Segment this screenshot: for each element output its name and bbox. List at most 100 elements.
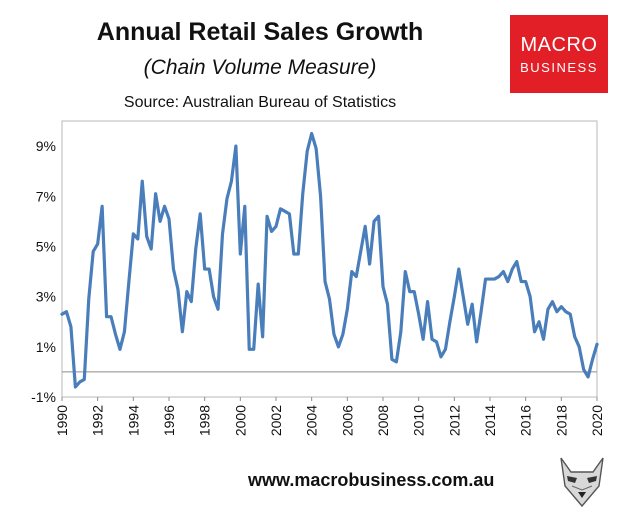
data-point <box>154 192 157 195</box>
data-point <box>149 247 153 251</box>
data-point <box>484 277 487 281</box>
data-point <box>203 267 206 271</box>
data-point <box>270 230 273 233</box>
data-point <box>408 290 411 293</box>
data-point <box>479 310 483 313</box>
data-point <box>399 330 403 333</box>
data-point <box>537 320 541 323</box>
data-point <box>426 300 429 303</box>
data-point <box>87 297 90 301</box>
chart-title: Annual Retail Sales Growth <box>96 18 424 46</box>
data-point <box>109 315 113 318</box>
y-tick-label: 5% <box>36 238 56 254</box>
data-point <box>462 295 465 298</box>
data-point <box>444 348 447 351</box>
data-point <box>252 348 255 351</box>
data-point <box>524 280 527 283</box>
data-point <box>248 348 251 351</box>
data-point <box>185 290 189 293</box>
website-url[interactable]: www.macrobusiness.com.au <box>248 470 495 490</box>
data-point <box>274 225 278 228</box>
data-point <box>114 333 117 336</box>
data-point <box>283 210 287 213</box>
data-point <box>372 220 376 223</box>
data-point <box>511 267 514 271</box>
x-axis: 1990 1992 1994 1996 1998 2000 2002 2004 2006 2008… <box>54 397 605 436</box>
y-tick-label: 3% <box>36 289 56 305</box>
data-point <box>145 235 148 238</box>
data-point <box>194 247 197 251</box>
data-point <box>105 315 108 318</box>
data-point <box>181 330 184 333</box>
x-tick-label: 1992 <box>90 405 106 436</box>
data-point <box>355 275 358 278</box>
data-point <box>533 330 536 333</box>
data-point <box>368 262 371 266</box>
data-point <box>470 302 474 306</box>
data-point <box>234 144 238 148</box>
data-point <box>457 267 460 271</box>
x-tick-label: 1998 <box>197 405 213 436</box>
data-point <box>243 205 246 208</box>
y-tick-label: 7% <box>36 188 56 204</box>
data-point <box>127 280 131 283</box>
x-tick-label: 1996 <box>161 405 177 436</box>
x-tick-label: 2002 <box>268 405 284 436</box>
y-tick-label: 9% <box>36 138 56 154</box>
data-point <box>448 320 452 323</box>
data-point <box>323 280 327 283</box>
plot-area <box>61 120 598 398</box>
data-point <box>528 295 532 298</box>
data-point <box>141 180 144 183</box>
x-tick-label: 2018 <box>553 405 569 436</box>
x-tick-label: 2014 <box>482 405 498 436</box>
data-point <box>96 242 99 246</box>
chart-source: Source: Australian Bureau of Statistics <box>123 94 397 111</box>
data-point <box>337 345 340 349</box>
data-point <box>413 290 416 293</box>
data-point <box>83 378 86 381</box>
logo-line-macro: MACRO <box>520 34 598 56</box>
data-point <box>239 252 242 256</box>
data-point <box>261 335 264 338</box>
data-point <box>488 277 492 281</box>
x-tick-label: 1990 <box>54 405 70 436</box>
data-point <box>199 212 202 216</box>
data-point <box>279 207 282 211</box>
data-point <box>172 267 175 271</box>
data-point <box>301 192 304 195</box>
logo-line-business: BUSINESS <box>520 60 598 75</box>
data-point <box>417 313 420 316</box>
data-point <box>542 338 545 341</box>
x-tick-label: 2008 <box>375 405 391 436</box>
data-point <box>497 275 501 278</box>
series-points <box>60 132 599 389</box>
y-tick-label: 1% <box>36 339 56 355</box>
data-point <box>78 380 82 384</box>
data-point <box>118 348 122 351</box>
data-point <box>92 250 95 253</box>
data-point <box>520 280 523 283</box>
data-point <box>381 285 385 288</box>
data-point <box>430 338 434 341</box>
data-point <box>363 225 367 228</box>
data-point <box>332 333 336 336</box>
data-point <box>573 335 576 338</box>
data-point <box>515 260 518 263</box>
y-axis: -1% 1% 3% 5% 7% 9% <box>31 138 56 405</box>
data-point <box>65 310 68 313</box>
data-point <box>328 297 331 301</box>
data-point <box>466 323 469 326</box>
data-point <box>577 345 581 349</box>
data-point <box>350 270 353 273</box>
data-point <box>560 305 563 308</box>
data-point <box>453 295 456 298</box>
data-point <box>265 215 269 218</box>
data-point <box>421 338 425 341</box>
data-point <box>377 215 380 218</box>
data-point <box>595 343 599 346</box>
data-point <box>569 313 572 316</box>
data-point <box>390 358 394 361</box>
data-point <box>546 307 550 311</box>
